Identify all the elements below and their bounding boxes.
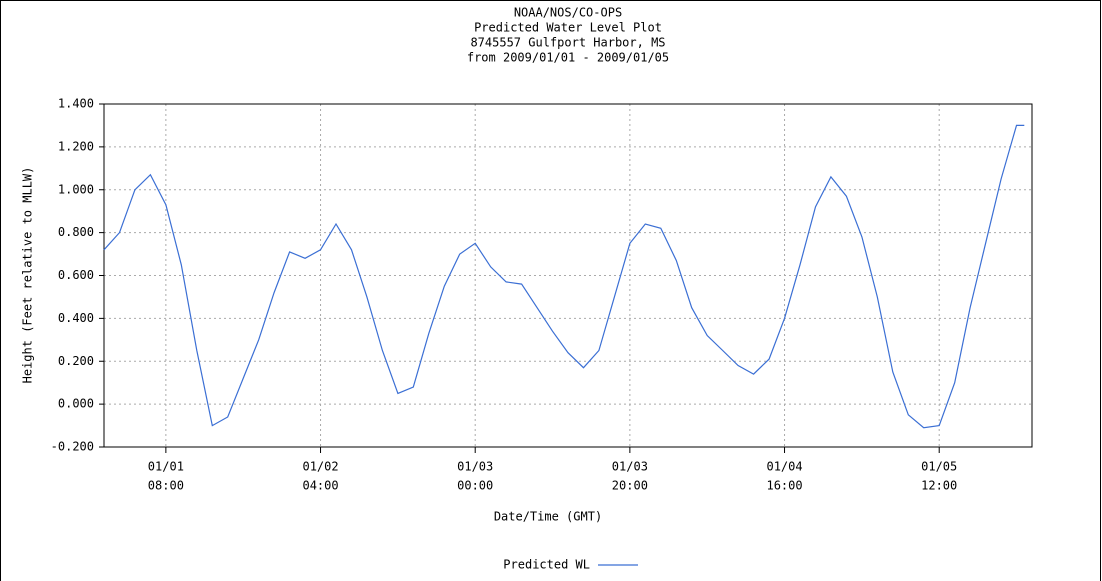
y-tick-label: 1.000: [58, 182, 94, 196]
x-tick-label: 04:00: [302, 479, 338, 493]
legend-label: Predicted WL: [503, 558, 590, 572]
y-tick-label: 0.200: [58, 354, 94, 368]
x-tick-label: 01/04: [766, 460, 802, 474]
y-tick-label: 1.400: [58, 97, 94, 111]
x-tick-label: 01/03: [457, 460, 493, 474]
y-tick-label: -0.200: [51, 440, 94, 454]
chart-title: NOAA/NOS/CO-OPS: [514, 6, 622, 20]
chart-title: Predicted Water Level Plot: [474, 21, 662, 35]
y-tick-label: 0.400: [58, 311, 94, 325]
y-tick-label: 0.800: [58, 225, 94, 239]
chart-title: 8745557 Gulfport Harbor, MS: [470, 36, 665, 50]
x-axis-label: Date/Time (GMT): [494, 510, 602, 524]
y-tick-label: 0.000: [58, 397, 94, 411]
x-tick-label: 08:00: [148, 479, 184, 493]
x-tick-label: 01/01: [148, 460, 184, 474]
x-tick-label: 01/05: [921, 460, 957, 474]
chart-title: from 2009/01/01 - 2009/01/05: [467, 51, 669, 65]
x-tick-label: 01/02: [302, 460, 338, 474]
data-line: [103, 124, 1025, 429]
x-tick-label: 16:00: [766, 479, 802, 493]
y-axis-label: Height (Feet relative to MLLW): [21, 167, 35, 384]
x-tick-label: 20:00: [612, 479, 648, 493]
y-tick-label: 1.200: [58, 139, 94, 153]
x-tick-label: 12:00: [921, 479, 957, 493]
x-tick-label: 01/03: [612, 460, 648, 474]
x-tick-label: 00:00: [457, 479, 493, 493]
y-tick-label: 0.600: [58, 268, 94, 282]
plot-area: [103, 103, 1033, 448]
